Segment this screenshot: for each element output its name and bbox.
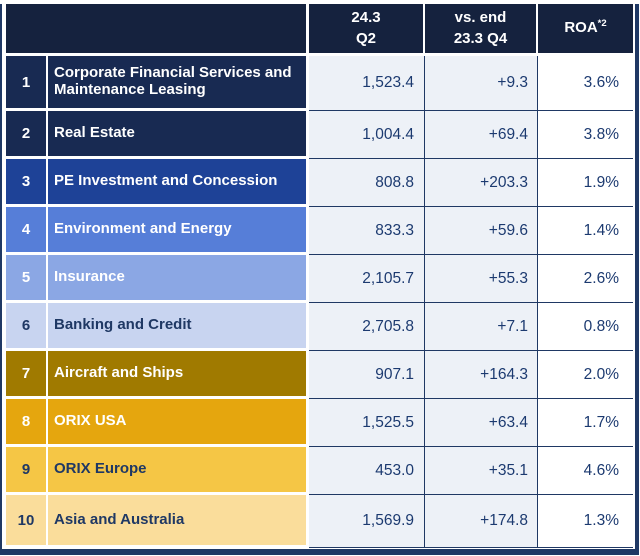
segment-value: 2,705.8 <box>309 303 425 351</box>
segment-number: 7 <box>6 351 46 396</box>
segment-roa: 2.0% <box>538 351 633 399</box>
segment-name: Corporate Financial Services and Mainten… <box>48 56 306 108</box>
roa-footnote-marker: *2 <box>597 18 607 30</box>
segment-number: 2 <box>6 111 46 156</box>
segment-change: +9.3 <box>425 56 538 111</box>
segment-number: 9 <box>6 447 46 492</box>
header-col-value: 24.3 Q2 <box>309 4 425 53</box>
segment-name: Asia and Australia <box>48 495 306 545</box>
segment-roa: 3.6% <box>538 56 633 111</box>
segment-name: Aircraft and Ships <box>48 351 306 396</box>
table-row: 4 Environment and Energy 833.3 +59.6 1.4… <box>6 207 633 255</box>
segment-change: +35.1 <box>425 447 538 495</box>
header-col-change: vs. end 23.3 Q4 <box>425 4 538 53</box>
table-row: 7 Aircraft and Ships 907.1 +164.3 2.0% <box>6 351 633 399</box>
segment-change: +59.6 <box>425 207 538 255</box>
segment-number: 6 <box>6 303 46 348</box>
segment-roa: 4.6% <box>538 447 633 495</box>
header-roa-label: ROA*2 <box>564 18 607 37</box>
segment-value: 1,525.5 <box>309 399 425 447</box>
segment-number: 5 <box>6 255 46 300</box>
segment-name: ORIX USA <box>48 399 306 444</box>
segment-change: +55.3 <box>425 255 538 303</box>
header-col-roa: ROA*2 <box>538 4 633 53</box>
segment-roa: 1.7% <box>538 399 633 447</box>
segment-change: +63.4 <box>425 399 538 447</box>
header-change-line2: 23.3 Q4 <box>453 29 508 47</box>
segment-value: 2,105.7 <box>309 255 425 303</box>
segment-name: ORIX Europe <box>48 447 306 492</box>
segment-value: 833.3 <box>309 207 425 255</box>
segment-roa: 1.3% <box>538 495 633 548</box>
segment-name: Banking and Credit <box>48 303 306 348</box>
segment-number: 4 <box>6 207 46 252</box>
table-row: 6 Banking and Credit 2,705.8 +7.1 0.8% <box>6 303 633 351</box>
segment-number: 8 <box>6 399 46 444</box>
segment-roa: 1.4% <box>538 207 633 255</box>
table-row: 8 ORIX USA 1,525.5 +63.4 1.7% <box>6 399 633 447</box>
table-row: 2 Real Estate 1,004.4 +69.4 3.8% <box>6 111 633 159</box>
segment-name: PE Investment and Concession <box>48 159 306 204</box>
segment-value: 907.1 <box>309 351 425 399</box>
segment-change: +7.1 <box>425 303 538 351</box>
table-row: 1 Corporate Financial Services and Maint… <box>6 56 633 111</box>
segment-change: +174.8 <box>425 495 538 548</box>
segment-name: Real Estate <box>48 111 306 156</box>
segment-roa: 1.9% <box>538 159 633 207</box>
segment-name: Insurance <box>48 255 306 300</box>
header-value-line1: 24.3 <box>351 9 381 27</box>
segment-number: 10 <box>6 495 46 545</box>
header-corner-cell <box>6 4 306 53</box>
segment-number: 1 <box>6 56 46 108</box>
header-value-line2: Q2 <box>355 29 376 47</box>
header-change-line1: vs. end <box>454 9 507 27</box>
segment-value: 453.0 <box>309 447 425 495</box>
segment-change: +203.3 <box>425 159 538 207</box>
segment-roa: 2.6% <box>538 255 633 303</box>
segment-name: Environment and Energy <box>48 207 306 252</box>
segment-assets-table: 24.3 Q2 vs. end 23.3 Q4 ROA*2 1 Corporat… <box>0 4 639 555</box>
segment-value: 1,569.9 <box>309 495 425 548</box>
segment-number: 3 <box>6 159 46 204</box>
table-row: 10 Asia and Australia 1,569.9 +174.8 1.3… <box>6 495 633 548</box>
table-row: 3 PE Investment and Concession 808.8 +20… <box>6 159 633 207</box>
table-row: 9 ORIX Europe 453.0 +35.1 4.6% <box>6 447 633 495</box>
segment-change: +164.3 <box>425 351 538 399</box>
segment-value: 1,523.4 <box>309 56 425 111</box>
segment-roa: 0.8% <box>538 303 633 351</box>
table-header-row: 24.3 Q2 vs. end 23.3 Q4 ROA*2 <box>6 4 633 53</box>
segment-value: 1,004.4 <box>309 111 425 159</box>
segment-roa: 3.8% <box>538 111 633 159</box>
table-row: 5 Insurance 2,105.7 +55.3 2.6% <box>6 255 633 303</box>
segment-change: +69.4 <box>425 111 538 159</box>
segment-value: 808.8 <box>309 159 425 207</box>
